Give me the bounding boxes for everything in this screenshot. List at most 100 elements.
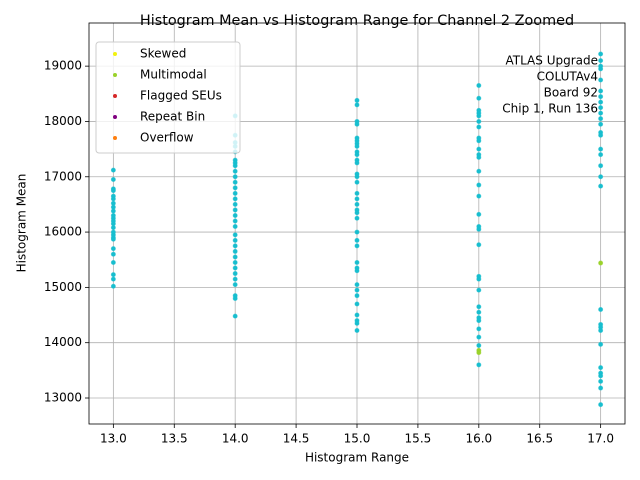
point [232, 254, 238, 260]
point [232, 163, 238, 169]
x-tick-label: 16.0 [465, 432, 492, 446]
plot-frame [88, 22, 626, 425]
point [354, 174, 360, 180]
point [354, 243, 360, 249]
point [232, 232, 238, 238]
y-axis-label: Histogram Mean [15, 174, 29, 273]
point [354, 268, 360, 274]
point [232, 218, 238, 224]
point [354, 229, 360, 235]
point [232, 243, 238, 249]
legend-marker [113, 136, 117, 140]
x-tick-label: 14.0 [222, 432, 249, 446]
point [232, 237, 238, 243]
point [598, 183, 604, 189]
point [232, 179, 238, 185]
point [598, 105, 604, 111]
x-axis-label: Histogram Range [305, 451, 409, 465]
point [476, 124, 482, 130]
point [598, 385, 604, 391]
point [476, 242, 482, 248]
point [598, 51, 604, 57]
legend-box [95, 41, 241, 154]
point [354, 312, 360, 318]
point [476, 326, 482, 332]
point [232, 282, 238, 288]
point [598, 94, 604, 100]
grid [89, 23, 625, 424]
y-tick-label: 17000 [44, 169, 82, 183]
point [476, 350, 482, 356]
point [598, 260, 604, 266]
point [354, 287, 360, 293]
legend-label: Flagged SEUs [140, 89, 222, 103]
point [232, 248, 238, 254]
point [232, 265, 238, 271]
point [354, 320, 360, 326]
point [110, 196, 116, 202]
point [598, 110, 604, 116]
point [110, 283, 116, 289]
point [598, 402, 604, 408]
x-tick-label: 15.0 [344, 432, 371, 446]
point [354, 102, 360, 108]
point [476, 182, 482, 188]
point [232, 313, 238, 319]
point [598, 66, 604, 72]
point [110, 188, 116, 194]
point [232, 201, 238, 207]
y-tick-label: 16000 [44, 225, 82, 239]
point [354, 160, 360, 166]
x-tick-label: 17.0 [587, 432, 614, 446]
point [110, 272, 116, 278]
point [110, 251, 116, 257]
point [598, 163, 604, 169]
point [354, 282, 360, 288]
point [476, 362, 482, 368]
point [476, 334, 482, 340]
point [110, 225, 116, 231]
point [232, 185, 238, 191]
point [476, 83, 482, 89]
y-tick-label: 18000 [44, 114, 82, 128]
legend-label: Skewed [140, 47, 186, 61]
point [354, 196, 360, 202]
legend-marker [113, 73, 117, 77]
point [110, 177, 116, 183]
x-tick-label: 16.5 [526, 432, 553, 446]
point [110, 167, 116, 173]
point [354, 190, 360, 196]
point [232, 207, 238, 213]
legend-marker [113, 94, 117, 98]
point [110, 276, 116, 282]
point [354, 210, 360, 216]
point [354, 152, 360, 158]
point [354, 328, 360, 334]
point [476, 342, 482, 348]
y-tick-label: 19000 [44, 59, 82, 73]
point [598, 116, 604, 122]
legend-label: Repeat Bin [140, 110, 205, 124]
point [598, 58, 604, 64]
point [354, 179, 360, 185]
point [232, 259, 238, 265]
point [598, 99, 604, 105]
point [232, 276, 238, 282]
point [476, 309, 482, 315]
point [232, 295, 238, 301]
annotation: Chip 1, Run 136 [502, 102, 598, 116]
point [476, 168, 482, 174]
point [598, 88, 604, 94]
annotation: Board 92 [544, 86, 598, 100]
point [354, 97, 360, 103]
point [232, 212, 238, 218]
legend-marker [113, 52, 117, 56]
point [354, 293, 360, 299]
legend-marker [113, 115, 117, 119]
legend-label: Overflow [140, 131, 194, 145]
y-tick-label: 15000 [44, 280, 82, 294]
point [110, 208, 116, 214]
point [598, 341, 604, 347]
point [476, 118, 482, 124]
point [476, 146, 482, 152]
